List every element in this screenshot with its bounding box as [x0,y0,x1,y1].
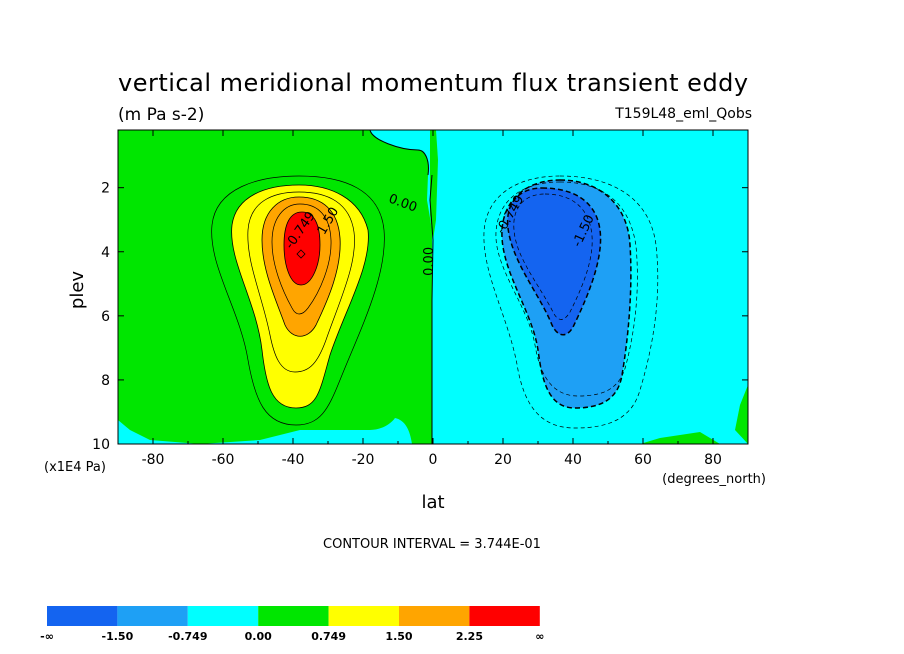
x-tick-label: -40 [282,452,305,468]
y-tick-label: 6 [101,309,110,325]
y-tick-label: 2 [101,181,110,197]
colorbar-swatch [258,606,329,626]
y-axis-label: plev [67,271,88,310]
y-units-label: (x1E4 Pa) [44,460,106,475]
x-tick-label: 60 [634,452,652,468]
colorbar-swatch [47,606,118,626]
field-band-blue [506,187,602,336]
contour-line-dashed [513,193,593,320]
x-tick-label: -60 [212,452,235,468]
colorbar-label: 0.00 [245,630,272,643]
max-marker [296,249,306,259]
contour-line [271,203,332,315]
colorbar-label: -∞ [40,630,54,643]
field-band-green-bottom [640,432,720,444]
colorbar-label: 1.50 [385,630,412,643]
colorbar-swatch [328,606,399,626]
filled-contours [118,130,748,444]
x-tick-label: 20 [494,452,512,468]
x-tick-label: 0 [429,452,438,468]
contour-label: 0.00 [422,247,437,276]
y-axis: 2 4 6 8 10 [92,181,748,453]
contour-line [211,175,385,426]
contour-line-dashed [495,181,638,397]
dataset-label: T159L48_eml_Qobs [614,106,752,122]
colorbar-swatch [187,606,259,626]
x-tick-label: -20 [352,452,375,468]
colorbar-label: 0.749 [311,630,346,643]
units-label: (m Pa s-2) [118,105,204,125]
x-axis: -80 -60 -40 -20 0 20 40 60 80 [117,130,749,468]
contour-line [247,191,355,373]
zero-contour [369,130,429,176]
zero-contour [429,174,434,444]
x-units-label: (degrees_north) [662,472,766,487]
field-band-green-right [735,385,748,444]
colorbar-label: -1.50 [102,630,134,643]
x-tick-label: 80 [704,452,722,468]
chart-title: vertical meridional momentum flux transi… [118,69,749,97]
y-tick-label: 4 [101,245,110,261]
colorbar-label: ∞ [535,630,544,643]
colorbar-swatch [399,606,470,626]
colorbar-label: 2.25 [456,630,483,643]
x-tick-label: -80 [142,452,165,468]
colorbar: -∞ -1.50 -0.749 0.00 0.749 1.50 2.25 ∞ [40,606,544,643]
x-tick-label: 40 [564,452,582,468]
field-band-green-top [430,130,438,240]
colorbar-swatch [117,606,188,626]
colorbar-swatch [469,606,540,626]
y-tick-label: 8 [101,373,110,389]
field-band-red [283,211,321,286]
colorbar-label: -0.749 [168,630,207,643]
y-tick-label: 10 [92,437,110,453]
contour-interval-label: CONTOUR INTERVAL = 3.744E-01 [323,537,541,552]
x-axis-label: lat [421,492,444,513]
contour-line-dashed [483,175,659,429]
